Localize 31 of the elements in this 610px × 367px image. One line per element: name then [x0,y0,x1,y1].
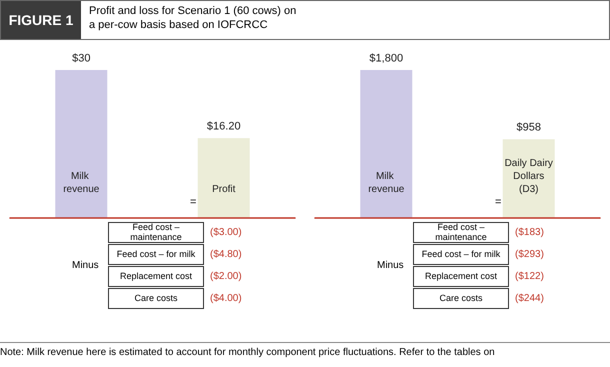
text: ($183) [515,227,544,238]
x-tick-label: Daily Dairy Dollars (D3) [504,158,553,195]
text: ($122) [515,271,544,282]
text: Feed cost – for milk [413,244,509,265]
text: ($3.00) [210,227,242,238]
text: ($2.00) [210,271,242,282]
data-label: $30 [72,52,90,64]
x-tick-label: Milk revenue [368,171,405,195]
chart-subtitle: Profit and loss for Scenario 1 (60 cows) on a per-cow basis based on IOFCRCC [88,4,298,33]
x-tick-label: Profit [212,184,236,195]
text: Care costs [108,288,204,309]
text: Note: Milk revenue here is estimated to account for monthly component price fluctuations. Refer to the tables on [0,347,496,358]
x-tick-label: Milk revenue [63,171,100,195]
text: ($4.80) [210,249,242,260]
text: Feed cost – maintenance [108,222,204,243]
chart-title: FIGURE 1 [1,1,81,39]
text: ($4.00) [210,293,242,304]
annotation: = [190,196,196,208]
text: Replacement cost [108,266,204,287]
text: ($293) [515,249,544,260]
data-label: $1,800 [369,52,404,64]
text: Care costs [413,288,509,309]
text: Minus [377,260,404,271]
data-label: $16.20 [206,120,241,133]
text: ($244) [515,293,544,304]
data-label: $958 [516,122,541,134]
text: Replacement cost [413,266,509,287]
text: Feed cost – maintenance [413,222,509,243]
text: Minus [72,260,99,271]
text: Feed cost – for milk [108,244,204,265]
annotation: = [495,196,502,208]
